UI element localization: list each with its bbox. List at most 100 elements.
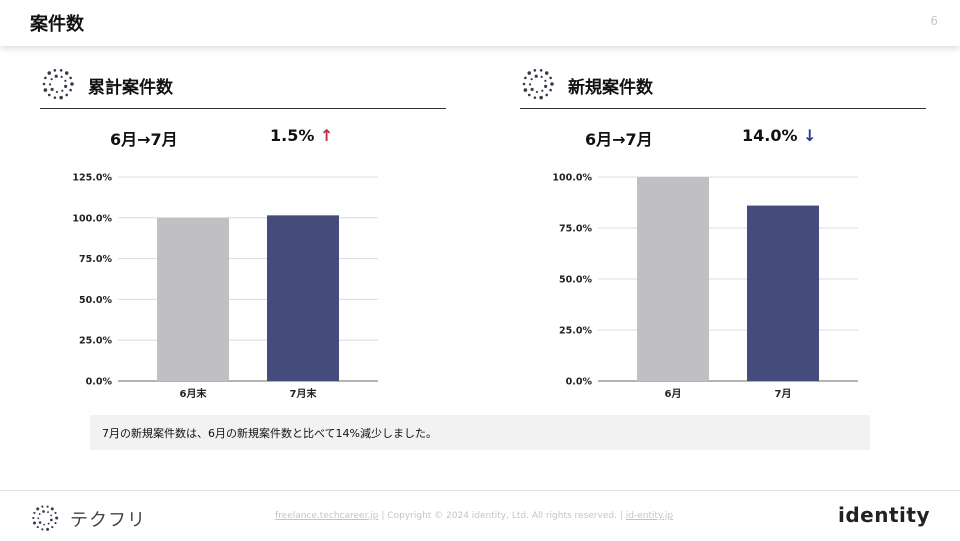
logo-dot bbox=[50, 78, 53, 81]
logo-dot bbox=[33, 511, 36, 515]
header-bar: 案件数 6 bbox=[0, 0, 960, 46]
logo-dot bbox=[32, 516, 35, 520]
footer-separator: | bbox=[381, 511, 385, 521]
x-tick-label: 6月末 bbox=[180, 387, 208, 400]
logo-dot bbox=[523, 88, 528, 92]
x-tick-label: 6月 bbox=[665, 388, 682, 400]
footer-logo-text: テクフリ bbox=[70, 510, 146, 531]
footer: テクフリ freelance.techcareer.jp | Copyright… bbox=[0, 490, 960, 541]
y-tick-label: 100.0% bbox=[72, 213, 112, 224]
footer-link-identity[interactable]: id-entity.jp bbox=[625, 511, 674, 521]
logo-dot bbox=[44, 76, 47, 80]
change-stat: 1.5% ↑ bbox=[270, 126, 333, 145]
stat-row: 6月→7月 1.5% ↑ bbox=[40, 126, 446, 150]
copyright-text: Copyright © 2024 identity, Ltd. All righ… bbox=[387, 511, 617, 521]
logo-dot bbox=[64, 84, 68, 88]
summary-text: 7月の新規案件数は、6月の新規案件数と比べて14%減少しました。 bbox=[102, 427, 438, 440]
period-label: 6月→7月 bbox=[110, 130, 178, 149]
section-header: 新規案件数 bbox=[520, 64, 926, 109]
logo-dot bbox=[527, 93, 531, 97]
logo-dot bbox=[550, 82, 554, 86]
logo-dot bbox=[59, 95, 63, 100]
y-tick-label: 75.0% bbox=[79, 254, 112, 265]
logo-dot bbox=[61, 89, 64, 92]
period-label: 6月→7月 bbox=[585, 130, 653, 149]
logo-dot bbox=[69, 76, 72, 80]
logo-dot bbox=[43, 88, 48, 92]
section-header: 累計案件数 bbox=[40, 64, 446, 109]
footer-links: freelance.techcareer.jp | Copyright © 20… bbox=[275, 511, 673, 521]
logo-dot bbox=[549, 76, 552, 80]
logo-dot bbox=[42, 82, 46, 86]
dotted-circle-logo-icon bbox=[42, 69, 74, 100]
logo-dot bbox=[36, 507, 40, 511]
logo-dot bbox=[46, 527, 50, 531]
y-tick-label: 50.0% bbox=[559, 275, 592, 286]
logo-dot bbox=[549, 88, 552, 92]
y-tick-label: 75.0% bbox=[559, 224, 592, 235]
y-tick-label: 125.0% bbox=[72, 173, 112, 184]
logo-dot bbox=[50, 87, 54, 92]
logo-dot bbox=[54, 74, 58, 78]
page-number: 6 bbox=[930, 14, 938, 28]
summary-note: 7月の新規案件数は、6月の新規案件数と比べて14%減少しました。 bbox=[90, 415, 870, 450]
section-new: 新規案件数 6月→7月 14.0% ↓ 0.0% 25.0% 50.0% 75.0% 1… bbox=[520, 64, 926, 400]
stat-row: 6月→7月 14.0% ↓ bbox=[520, 126, 926, 150]
arrow-up-icon: ↑ bbox=[319, 126, 334, 145]
logo-dot bbox=[69, 88, 72, 92]
logo-dot bbox=[535, 90, 539, 94]
logo-dot bbox=[32, 521, 36, 525]
bar bbox=[157, 217, 229, 381]
change-value: 14.0% bbox=[742, 126, 798, 145]
logo-dot bbox=[70, 82, 74, 86]
logo-dot bbox=[530, 78, 533, 81]
logo-dot bbox=[48, 83, 52, 86]
logo-dot bbox=[64, 71, 69, 75]
logo-dot bbox=[50, 507, 54, 511]
logo-dot bbox=[544, 79, 547, 82]
logo-dot bbox=[55, 90, 59, 94]
logo-dot bbox=[539, 69, 543, 72]
brand-logo: identity bbox=[838, 503, 930, 527]
y-tick-label: 0.0% bbox=[566, 377, 593, 388]
logo-dot bbox=[65, 93, 69, 97]
page-title: 案件数 bbox=[30, 14, 84, 35]
chart-svg: 0.0% 25.0% 50.0% 75.0% 100.0% 125.0% 6月末 7月末 bbox=[72, 173, 378, 400]
change-stat: 14.0% ↓ bbox=[742, 126, 817, 145]
logo-dot bbox=[46, 505, 49, 508]
bar-chart-new: 0.0% 25.0% 50.0% 75.0% 100.0% 6月 7月 bbox=[520, 164, 926, 409]
logo-dot bbox=[59, 69, 63, 72]
logo-dot bbox=[540, 75, 543, 78]
footer-link-freelance[interactable]: freelance.techcareer.jp bbox=[275, 511, 379, 521]
logo-dot bbox=[38, 513, 41, 515]
logo-dot bbox=[55, 516, 59, 520]
y-tick-label: 25.0% bbox=[79, 336, 112, 347]
y-tick-label: 100.0% bbox=[552, 173, 592, 184]
section-title: 累計案件数 bbox=[88, 78, 173, 98]
x-tick-label: 7月 bbox=[775, 388, 792, 400]
logo-dot bbox=[524, 76, 527, 80]
change-value: 1.5% bbox=[270, 126, 315, 145]
y-tick-label: 50.0% bbox=[79, 295, 112, 306]
logo-dot bbox=[64, 79, 67, 82]
section-title: 新規案件数 bbox=[568, 78, 653, 98]
footer-logo: テクフリ bbox=[30, 501, 180, 533]
logo-dot bbox=[545, 93, 549, 97]
logo-dot bbox=[60, 75, 63, 78]
bar bbox=[747, 205, 819, 381]
logo-dot bbox=[37, 517, 40, 520]
logo-dot bbox=[41, 528, 44, 531]
dotted-circle-logo-icon bbox=[522, 69, 554, 100]
y-tick-label: 25.0% bbox=[559, 326, 592, 337]
x-tick-label: 7月末 bbox=[290, 387, 318, 400]
logo-dot bbox=[544, 84, 548, 88]
bar bbox=[637, 177, 709, 381]
logo-dot bbox=[533, 69, 537, 72]
logo-dot bbox=[47, 511, 49, 513]
logo-dot bbox=[530, 87, 534, 92]
logo-dot bbox=[534, 74, 538, 78]
logo-dot bbox=[50, 518, 53, 522]
dotted-circle-logo-icon bbox=[32, 505, 59, 531]
logo-dot bbox=[47, 71, 52, 75]
logo-dot bbox=[54, 511, 57, 515]
